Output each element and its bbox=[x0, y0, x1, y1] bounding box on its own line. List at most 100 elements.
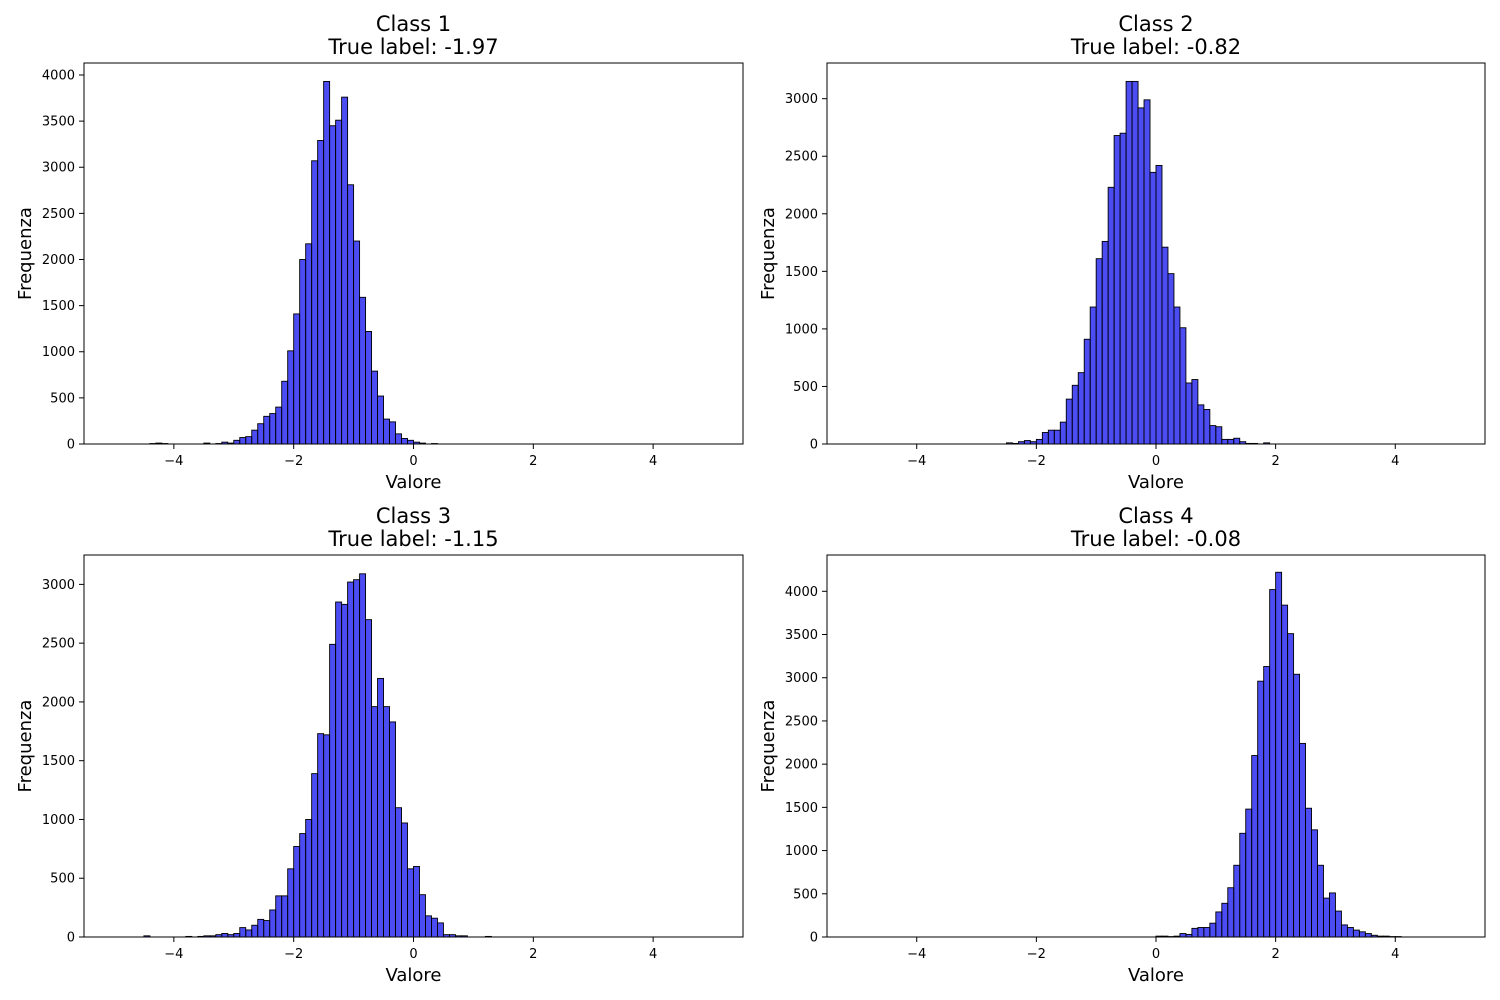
histogram-bar bbox=[233, 439, 241, 445]
y-tick-label: 4000 bbox=[785, 585, 818, 600]
x-tick-label: 2 bbox=[1271, 947, 1279, 962]
chart-subtitle: True label: -0.08 bbox=[1070, 527, 1241, 551]
y-tick-label: 2000 bbox=[785, 207, 818, 222]
histogram-bar bbox=[317, 733, 325, 938]
histogram-bar bbox=[1197, 927, 1205, 938]
y-tick-label: 500 bbox=[50, 391, 75, 406]
y-tick-label: 3000 bbox=[42, 578, 75, 593]
histogram-bar bbox=[1077, 372, 1085, 445]
x-tick-label: −4 bbox=[164, 947, 183, 962]
histogram-bar bbox=[329, 643, 337, 938]
histogram-bar bbox=[1215, 426, 1223, 445]
histogram-bar bbox=[287, 350, 295, 445]
histogram-bar bbox=[1209, 922, 1217, 938]
histogram-bar bbox=[1125, 80, 1133, 445]
histogram-bar bbox=[263, 920, 271, 938]
x-tick-label: 2 bbox=[529, 454, 537, 469]
y-tick-label: 2000 bbox=[42, 695, 75, 710]
y-tick-label: 0 bbox=[67, 438, 75, 453]
y-tick-label: 2000 bbox=[785, 758, 818, 773]
y-axis-label: Frequenza bbox=[758, 700, 779, 793]
histogram-bar bbox=[1221, 438, 1229, 445]
x-axis-label: Valore bbox=[1128, 472, 1184, 493]
y-tick-label: 3000 bbox=[42, 161, 75, 176]
chart-subtitle: True label: -0.82 bbox=[1070, 35, 1241, 59]
histogram-bar bbox=[1311, 829, 1318, 938]
histogram-bar bbox=[1155, 164, 1163, 445]
histogram-bar bbox=[1041, 432, 1049, 445]
histogram-bar bbox=[359, 296, 367, 445]
histogram-bar bbox=[1323, 897, 1330, 938]
histogram-bar bbox=[419, 894, 426, 938]
histogram-bar bbox=[1191, 927, 1199, 938]
y-tick-label: 1000 bbox=[785, 844, 818, 859]
histogram-bar bbox=[233, 933, 241, 938]
y-tick-label: 500 bbox=[793, 380, 818, 395]
histogram-bar bbox=[347, 184, 355, 445]
x-tick-label: 0 bbox=[1152, 947, 1160, 962]
chart-title: Class 1 bbox=[376, 12, 451, 36]
histogram-bar bbox=[407, 868, 414, 938]
histogram-bar bbox=[329, 125, 337, 445]
histogram-bar bbox=[275, 895, 283, 938]
histogram-bar bbox=[1113, 135, 1121, 445]
x-tick-label: −2 bbox=[284, 454, 303, 469]
histogram-bar bbox=[335, 601, 343, 938]
histogram-bar bbox=[389, 721, 396, 938]
bars-group bbox=[1155, 571, 1402, 938]
histogram-bar bbox=[251, 429, 259, 445]
histogram-bar bbox=[1203, 927, 1211, 938]
x-axis-label: Valore bbox=[385, 965, 441, 986]
histogram-bar bbox=[323, 81, 331, 445]
histogram-bar bbox=[245, 929, 253, 938]
histogram-bar bbox=[377, 677, 384, 938]
histogram-bar bbox=[1251, 755, 1259, 938]
chart-panel-4: −4 −2 0 2 4 0 500 1000 1500 2000 2500 3000 3500 4000 C… bbox=[758, 504, 1486, 986]
histogram-bar bbox=[431, 917, 438, 938]
histogram-bar bbox=[341, 96, 349, 445]
histogram-bar bbox=[1281, 604, 1289, 938]
y-tick-label: 1000 bbox=[785, 322, 818, 337]
histogram-bar bbox=[257, 423, 265, 445]
histogram-bar bbox=[365, 331, 373, 445]
chart-panel-1: −4 −2 0 2 4 0 500 1000 1500 2000 2500 3000 3500 4000 C… bbox=[15, 12, 744, 493]
histogram-bar bbox=[1269, 589, 1277, 938]
chart-title: Class 2 bbox=[1118, 12, 1193, 36]
histogram-bar bbox=[437, 922, 444, 938]
histogram-bar bbox=[377, 395, 384, 445]
histogram-bar bbox=[1143, 99, 1151, 445]
histogram-bar bbox=[1209, 425, 1217, 445]
histogram-bar bbox=[239, 927, 247, 938]
histogram-bar bbox=[1023, 440, 1031, 445]
histogram-bar bbox=[365, 619, 373, 938]
x-tick-label: 0 bbox=[409, 454, 417, 469]
histogram-bar bbox=[341, 603, 349, 938]
histogram-bar bbox=[371, 370, 379, 445]
histogram-bar bbox=[1299, 742, 1306, 938]
x-tick-label: 2 bbox=[1271, 454, 1279, 469]
x-tick-label: −4 bbox=[907, 454, 926, 469]
histogram-bar bbox=[1095, 258, 1103, 445]
histogram-bar bbox=[257, 918, 265, 938]
x-tick-label: 4 bbox=[1391, 454, 1399, 469]
y-tick-label: 1500 bbox=[42, 754, 75, 769]
histogram-bar bbox=[1239, 832, 1247, 938]
histogram-bar bbox=[1173, 306, 1181, 445]
x-tick-label: 0 bbox=[409, 947, 417, 962]
chart-title: Class 4 bbox=[1118, 504, 1193, 528]
x-axis-label: Valore bbox=[385, 472, 441, 493]
histogram-bar bbox=[239, 437, 247, 445]
histogram-bar bbox=[263, 415, 271, 445]
histogram-bar bbox=[311, 773, 319, 938]
histogram-bar bbox=[1071, 384, 1079, 445]
histogram-bar bbox=[1053, 429, 1061, 445]
histogram-bar bbox=[245, 436, 253, 445]
histogram-bar bbox=[353, 240, 361, 445]
histogram-bar bbox=[311, 160, 319, 445]
y-tick-label: 1500 bbox=[785, 801, 818, 816]
histogram-bar bbox=[1101, 240, 1109, 445]
histogram-bar bbox=[1227, 438, 1235, 445]
histogram-bar bbox=[425, 915, 432, 938]
histogram-bar bbox=[413, 866, 420, 938]
